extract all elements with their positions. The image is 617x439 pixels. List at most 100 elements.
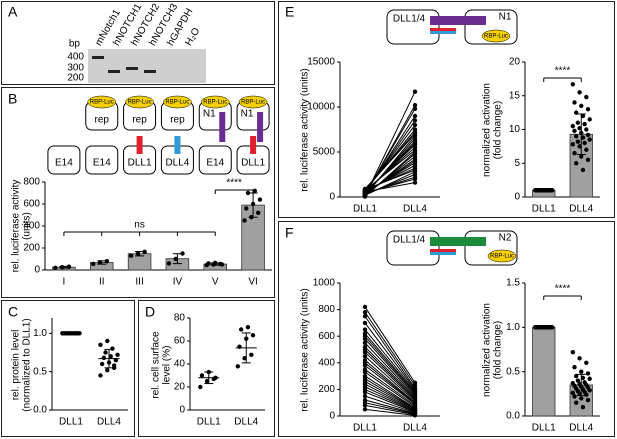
x-tick-label: DLL4 xyxy=(569,423,593,434)
pair-line xyxy=(364,408,416,416)
reporter xyxy=(201,95,230,109)
data-point xyxy=(584,147,589,152)
data-point xyxy=(573,134,579,139)
data-point xyxy=(585,107,591,112)
y-tick-label: 0 xyxy=(179,405,185,416)
pair-line xyxy=(364,355,416,402)
data-point xyxy=(110,346,115,351)
data-point xyxy=(362,369,368,375)
x-tick-label: DLL1 xyxy=(59,417,83,428)
pair-line xyxy=(364,329,416,392)
data-point xyxy=(572,100,577,105)
y-tick-label: 40 xyxy=(174,359,186,370)
data-point xyxy=(585,132,591,138)
data-point xyxy=(115,352,120,357)
pair-line xyxy=(364,346,416,398)
cell-label: DLL4 xyxy=(165,158,189,169)
x-tick-label: VI xyxy=(248,277,257,288)
data-point xyxy=(362,340,368,346)
y-tick-label: 0 xyxy=(329,411,335,422)
data-point xyxy=(412,113,418,119)
x-tick-label: DLL1 xyxy=(197,417,221,428)
data-point xyxy=(577,391,582,397)
x-tick-label: DLL4 xyxy=(234,417,258,428)
data-point xyxy=(242,218,247,223)
pair-line xyxy=(364,322,416,390)
y-tick-label: 80 xyxy=(174,313,186,324)
data-point xyxy=(108,354,113,359)
data-point xyxy=(573,373,579,379)
data-point xyxy=(572,365,577,370)
data-point xyxy=(412,413,418,418)
pair-line xyxy=(364,133,416,190)
y-axis-label: (units) xyxy=(22,212,33,240)
receptor xyxy=(257,112,264,142)
data-point xyxy=(580,135,586,140)
pair-line xyxy=(364,378,416,410)
data-point xyxy=(362,314,368,319)
data-point xyxy=(584,127,589,132)
cell xyxy=(47,145,81,175)
data-point xyxy=(111,363,117,368)
data-point xyxy=(582,140,587,146)
data-point xyxy=(362,403,368,408)
data-point xyxy=(575,139,581,144)
x-tick-label: DLL1 xyxy=(532,423,556,434)
pair-line xyxy=(364,371,416,408)
data-point xyxy=(585,397,591,403)
data-point xyxy=(255,210,261,215)
data-point xyxy=(587,117,592,122)
data-point xyxy=(219,262,225,267)
data-point xyxy=(249,352,254,357)
pair-line xyxy=(364,404,416,416)
y-tick-label: 200 xyxy=(318,384,335,395)
data-point xyxy=(587,376,592,381)
reporter-label: RBP-Luc xyxy=(490,254,514,260)
cell xyxy=(198,145,232,175)
y-tick-label: 10000 xyxy=(307,102,335,113)
cell-label: DLL1 xyxy=(128,158,152,169)
data-point xyxy=(105,367,110,373)
x-tick-label: IV xyxy=(173,277,183,288)
data-point xyxy=(548,188,553,193)
pair-line xyxy=(364,333,416,393)
y-tick-label: 0.5 xyxy=(506,366,520,377)
cell-label: E14 xyxy=(93,158,111,169)
x-tick-label: DLL4 xyxy=(403,423,427,434)
y-tick-label: 800 xyxy=(23,177,40,188)
data-point xyxy=(362,320,368,326)
gel-band xyxy=(126,67,138,70)
data-point xyxy=(580,113,586,119)
panel-frame xyxy=(278,1,615,218)
data-point xyxy=(166,261,172,266)
data-point xyxy=(577,125,582,131)
y-tick-label: 800 xyxy=(318,304,335,315)
cell-label: rep xyxy=(170,115,185,126)
reporter-label: RBP-Luc xyxy=(241,100,265,106)
data-point xyxy=(206,261,211,266)
y-tick-label: 15 xyxy=(509,90,521,101)
data-point xyxy=(204,379,210,384)
data-point xyxy=(362,304,368,310)
data-point xyxy=(105,338,110,344)
data-point xyxy=(135,251,141,256)
reporter xyxy=(125,95,154,109)
data-point xyxy=(570,123,576,129)
y-tick-label: 200 xyxy=(23,243,40,254)
data-point xyxy=(362,189,368,194)
gel-band xyxy=(92,56,104,59)
data-point xyxy=(587,388,592,393)
ligand xyxy=(136,136,143,154)
pair-line xyxy=(364,391,416,413)
data-point xyxy=(580,167,586,173)
receiver-label: N2 xyxy=(499,233,512,244)
data-point xyxy=(572,394,577,399)
y-tick-label: 60 xyxy=(174,336,186,347)
data-point xyxy=(575,120,581,125)
cell xyxy=(85,145,119,175)
data-point xyxy=(572,128,577,134)
pair-line xyxy=(364,311,416,386)
data-point xyxy=(584,360,589,365)
data-point xyxy=(199,373,205,378)
significance: **** xyxy=(555,284,571,295)
